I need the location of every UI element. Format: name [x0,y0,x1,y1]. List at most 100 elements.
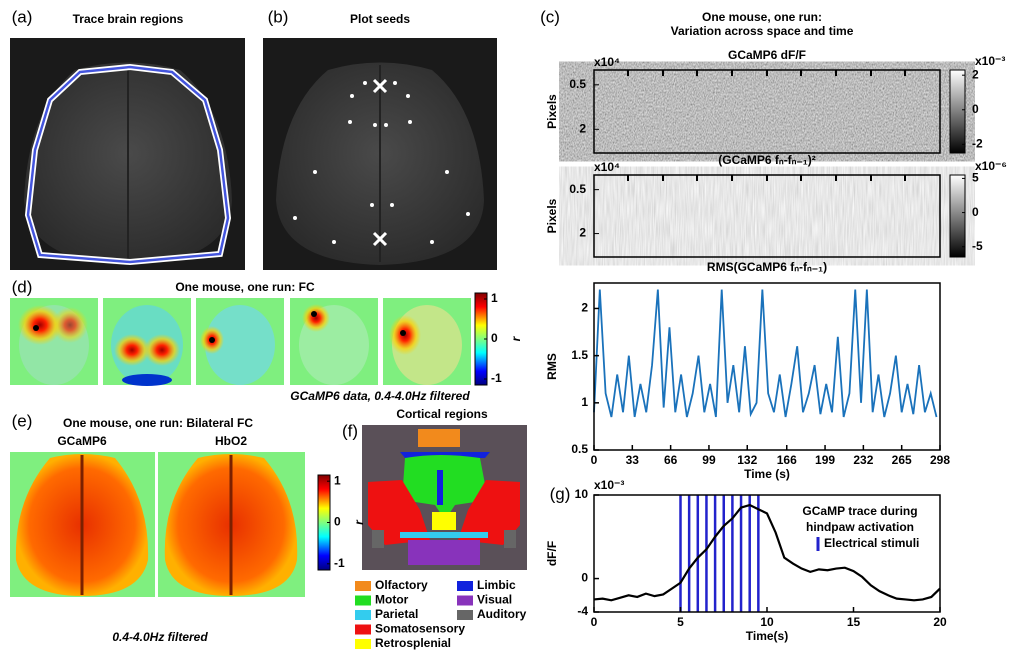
data-line [593,503,941,602]
scale-label: x10⁴ [594,55,620,69]
colorbar-label: r [352,519,366,525]
seeds-part [313,170,317,174]
legend-label: Motor [375,593,409,607]
chart-title: RMS(GCaMP6 fₙ-fₙ₋₁) [707,260,827,274]
fc-maps-part [400,330,406,336]
map-title: HbO2 [215,434,247,448]
y-tick-label: 0.5 [569,182,586,196]
x-tick-label: 132 [737,453,757,467]
x-tick-label: 232 [853,453,873,467]
panel-title: One mouse, one run: FC [175,280,315,294]
fc-maps-part [52,307,88,343]
colorbar-tick-label: 0 [491,331,498,345]
x-tick-label: 166 [777,453,797,467]
panel-label: (c) [540,7,560,26]
caption: 0.4-4.0Hz filtered [112,630,208,644]
colorbar-tick-label: -1 [334,556,345,570]
legend-swatch [457,595,473,606]
x-tick-label: 0 [591,453,598,467]
x-tick-label: 199 [815,453,835,467]
cortical-map-part [432,512,456,530]
colorbar-tick-label: 0 [972,102,979,116]
y-tick-label: 0 [581,571,588,585]
colorbar-tick-label: 1 [334,473,341,487]
legend-swatch [355,610,371,620]
scale-label: x10⁴ [594,160,620,174]
seeds-part [390,203,394,207]
x-tick-label: 15 [847,615,861,629]
y-axis-label: RMS [545,353,559,380]
y-axis-label: Pixels [545,94,559,129]
bilateral-maps [10,452,331,597]
x-tick-label: 66 [664,453,678,467]
annotation: GCaMP trace during [802,504,917,518]
brain-image [10,38,245,270]
y-tick-label: 10 [575,487,589,501]
seeds-part [393,81,397,85]
legend-swatch [457,610,473,620]
y-tick-label: 2 [581,301,588,315]
heatmap-title: GCaMP6 dF/F [728,48,806,62]
panel-title: Plot seeds [350,12,410,26]
seeds-part [372,78,388,247]
fc-maps-part [18,305,62,345]
legend-label: Somatosensory [375,622,465,636]
seeds [293,78,470,247]
x-tick-label: 265 [892,453,912,467]
cortical-map-part [372,530,384,548]
fc-maps-part [122,374,172,386]
colorbar-tick-label: -2 [972,137,983,151]
x-tick-label: 5 [677,615,684,629]
legend-label: Visual [477,593,512,607]
x-tick-label: 0 [591,615,598,629]
seeds-part [384,123,388,127]
cortical-map-part [400,532,488,538]
heatmap-image-part [594,175,940,257]
panel-label: (e) [12,411,33,430]
brain-image [263,38,497,270]
cortical-map-part [402,455,488,520]
legend-label: Parietal [375,607,418,621]
heatmap-image [593,69,966,258]
panel-label: (g) [550,484,571,503]
y-tick-label: -4 [577,604,588,618]
seeds-part [406,94,410,98]
legend-label: Auditory [477,607,527,621]
heatmap-image-part [949,69,966,154]
region-trace [24,63,232,266]
panel-title: Variation across space and time [671,24,854,38]
x-tick-label: 99 [702,453,716,467]
fc-maps-part [114,334,150,366]
colorbar-tick-label: 1 [491,291,498,305]
legend-label: Retrosplenial [375,636,451,650]
fc-maps-part [33,325,39,331]
y-tick-label: 2 [579,121,586,135]
seeds-part [408,120,412,124]
panel-label: (f) [342,421,358,440]
colorbar-tick-label: -5 [972,239,983,253]
cortical-map-part [408,540,480,565]
panel-title: Cortical regions [396,407,488,421]
x-axis-label: Time(s) [746,629,788,643]
seeds-part [332,240,336,244]
cortical-map-part [368,480,430,545]
x-tick-label: 20 [933,615,947,629]
panel-title: One mouse, one run: Bilateral FC [63,416,253,430]
colorbar-label: r [509,335,523,341]
caption: GCaMP6 data, 0.4-4.0Hz filtered [290,389,470,403]
y-tick-label: 1.5 [571,348,588,362]
region-trace-part [26,65,230,264]
panel-label: (d) [12,277,33,296]
seeds-part [350,94,354,98]
fc-maps-part [311,311,317,317]
seeds-part [363,81,367,85]
legend-label: Olfactory [375,578,428,592]
x-tick-label: 298 [930,453,950,467]
x-tick-label: 33 [626,453,640,467]
seeds-part [370,203,374,207]
fc-maps [10,292,488,386]
x-axis-label: Time (s) [744,467,790,481]
seeds-part [373,123,377,127]
